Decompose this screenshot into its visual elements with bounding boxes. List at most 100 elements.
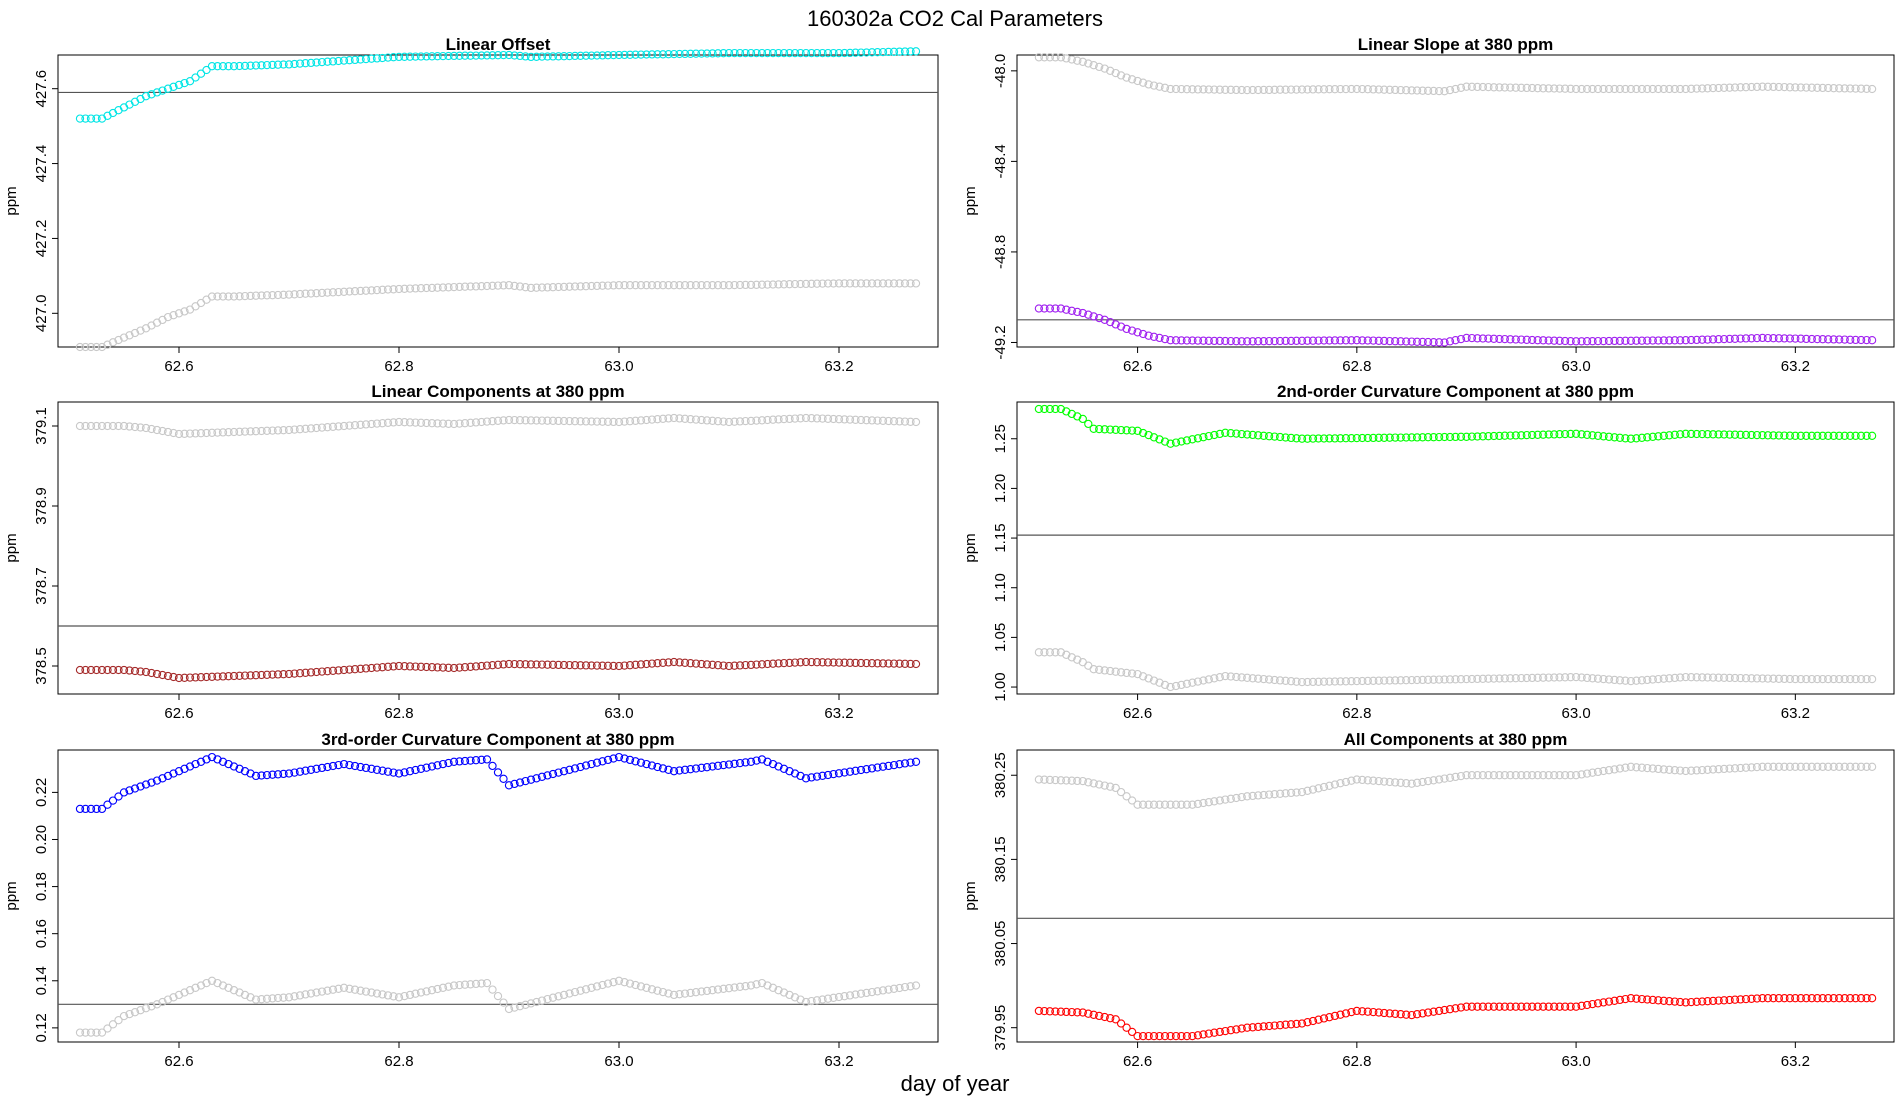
data-point <box>532 52 541 61</box>
data-point <box>1429 776 1438 785</box>
data-point <box>1259 674 1268 684</box>
data-point <box>1385 1009 1394 1018</box>
data-point <box>361 987 371 996</box>
data-point <box>1095 62 1104 72</box>
data-point <box>614 50 624 60</box>
data-point <box>1725 430 1734 439</box>
data-point <box>543 994 552 1004</box>
data-point <box>1752 994 1762 1003</box>
data-point <box>746 280 756 290</box>
data-point <box>1708 765 1718 774</box>
data-point <box>361 763 371 773</box>
data-point <box>1851 335 1860 345</box>
data-point <box>416 418 426 427</box>
data-point <box>246 769 255 778</box>
data-point <box>1177 84 1186 94</box>
data-point <box>1040 304 1049 313</box>
data-point <box>1670 430 1679 439</box>
data-point <box>1347 677 1356 686</box>
data-point <box>1243 1023 1252 1032</box>
data-point <box>708 660 717 669</box>
data-point <box>1078 776 1087 786</box>
data-point <box>147 778 156 787</box>
data-point <box>1084 1009 1093 1018</box>
data-point <box>658 658 668 667</box>
data-point <box>1687 997 1696 1007</box>
data-point <box>1363 85 1372 94</box>
x-tick-label: 62.6 <box>164 1053 193 1070</box>
data-point <box>845 279 855 288</box>
data-point <box>1303 1018 1312 1027</box>
data-point <box>312 764 321 773</box>
data-point <box>724 417 734 427</box>
data-point <box>1100 315 1109 324</box>
data-point <box>834 769 844 778</box>
data-point <box>647 761 657 770</box>
data-point <box>818 995 827 1004</box>
data-point <box>856 279 866 288</box>
data-point <box>1155 678 1164 687</box>
data-point <box>1336 779 1345 788</box>
data-point <box>1341 777 1351 787</box>
data-point <box>884 47 893 57</box>
data-point <box>768 659 778 668</box>
data-point <box>1402 433 1411 442</box>
data-point <box>1500 83 1509 92</box>
data-point <box>1056 304 1066 313</box>
data-point <box>1127 1027 1137 1037</box>
data-point <box>680 49 690 59</box>
data-point <box>1533 1002 1542 1011</box>
data-point <box>1429 1007 1438 1016</box>
data-point <box>400 991 409 1001</box>
data-point <box>1747 674 1756 683</box>
data-point <box>1034 775 1044 784</box>
data-point <box>642 415 651 425</box>
data-point <box>796 995 805 1004</box>
data-point <box>405 418 415 427</box>
data-point <box>317 763 327 773</box>
data-point <box>367 663 376 673</box>
data-point <box>1829 431 1838 440</box>
data-point <box>378 285 387 294</box>
data-point <box>191 983 200 992</box>
data-point <box>1550 430 1559 439</box>
data-point <box>1577 337 1586 346</box>
data-point <box>504 50 514 60</box>
data-point <box>1171 438 1181 447</box>
data-point <box>911 279 921 288</box>
data-point <box>515 416 525 425</box>
data-point <box>647 659 657 668</box>
data-point <box>1588 337 1597 346</box>
data-point <box>427 986 437 995</box>
data-point <box>108 796 118 805</box>
data-point <box>75 114 85 123</box>
data-point <box>576 417 585 426</box>
data-point <box>1659 996 1668 1005</box>
data-point <box>862 765 871 774</box>
data-point <box>1473 432 1482 441</box>
data-point <box>867 48 877 57</box>
data-point <box>1610 433 1619 442</box>
data-point <box>1862 431 1871 440</box>
data-point <box>389 992 398 1001</box>
data-point <box>1692 84 1701 93</box>
data-point <box>317 423 327 432</box>
data-point <box>1703 765 1712 774</box>
data-point <box>1681 84 1690 94</box>
data-point <box>1138 78 1148 87</box>
data-point <box>1078 414 1087 424</box>
data-point <box>427 283 437 293</box>
data-point <box>1818 762 1827 771</box>
data-point <box>1851 431 1860 440</box>
data-point <box>1116 1019 1126 1028</box>
data-point <box>416 988 426 997</box>
data-point <box>603 281 613 290</box>
data-point <box>664 989 673 998</box>
data-point <box>1243 792 1252 801</box>
data-point <box>169 311 178 320</box>
data-point <box>653 659 662 668</box>
data-point <box>702 986 712 996</box>
data-point <box>521 283 530 292</box>
data-point <box>1511 674 1520 683</box>
data-point <box>378 663 387 672</box>
